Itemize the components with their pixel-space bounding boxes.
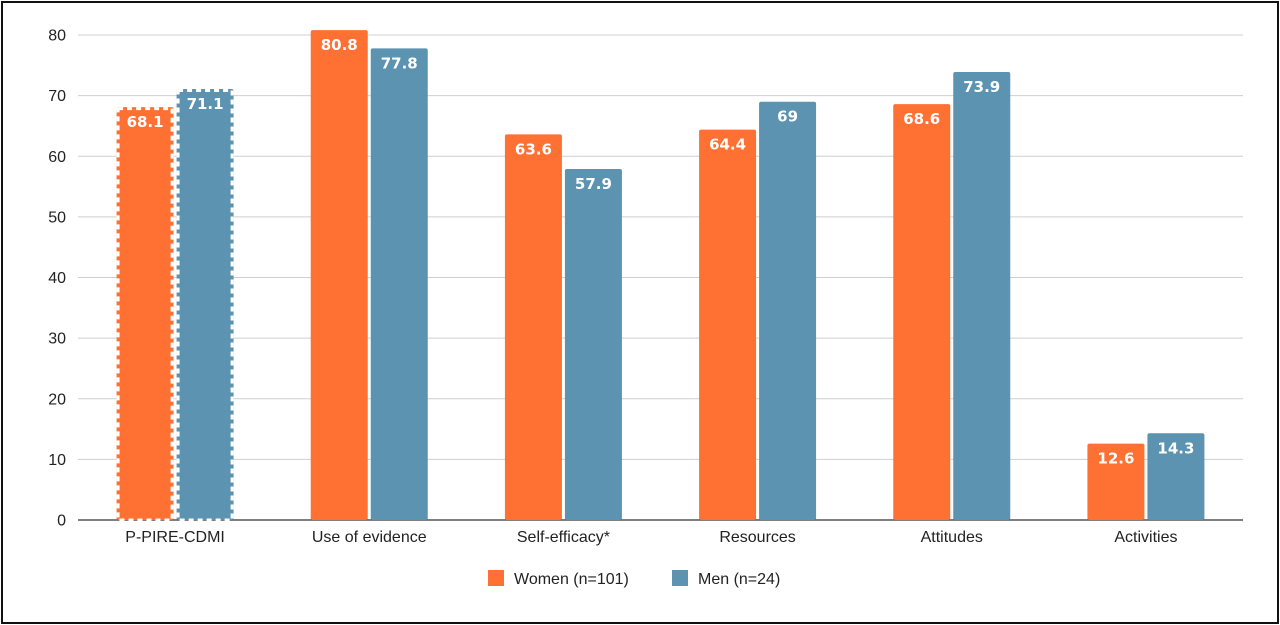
bar — [176, 88, 234, 521]
y-tick-label: 80 — [48, 28, 66, 45]
y-tick-label: 70 — [48, 88, 66, 105]
bar — [1087, 443, 1145, 520]
x-category-label: Activities — [1114, 529, 1177, 546]
data-label: 14.3 — [1157, 439, 1194, 457]
y-axis-ticks: 0 10 20 30 40 50 60 70 80 — [48, 28, 66, 530]
data-label: 73.9 — [963, 78, 1000, 96]
legend-item-men-n-24: Men (n=24) — [672, 570, 780, 588]
y-tick-label: 40 — [48, 270, 66, 287]
bar-activities-men-n-24 — [1147, 433, 1205, 520]
bar — [504, 134, 562, 521]
bar-self-efficacy-men-n-24 — [564, 168, 622, 520]
data-label: 57.9 — [575, 175, 612, 193]
bar — [953, 71, 1011, 520]
x-axis-categories: P-PIRE-CDMI Use of evidence Self-efficacy*… — [125, 529, 1177, 546]
legend-label: Women (n=101) — [514, 571, 629, 588]
y-tick-label: 50 — [48, 209, 66, 226]
data-label: 12.6 — [1097, 450, 1134, 468]
data-label: 68.6 — [903, 110, 940, 128]
x-category-label: P-PIRE-CDMI — [125, 529, 225, 546]
bar-resources-women-n-101 — [699, 129, 757, 520]
y-tick-label: 0 — [57, 513, 66, 530]
x-category-label: Attitudes — [921, 529, 983, 546]
y-tick-label: 10 — [48, 452, 66, 469]
data-labels: 68.1 71.1 80.8 77.8 63.6 57.9 64.4 69 68.6 73.9 12… — [127, 36, 1195, 467]
data-label: 80.8 — [321, 36, 358, 54]
legend-item-women-n-101: Women (n=101) — [488, 570, 629, 588]
bar-attitudes-women-n-101 — [893, 104, 951, 521]
data-label: 64.4 — [709, 136, 746, 154]
bar-resources-men-n-24 — [759, 101, 817, 520]
bar — [699, 129, 757, 520]
bar — [310, 30, 368, 521]
y-tick-label: 20 — [48, 391, 66, 408]
y-tick-label: 30 — [48, 331, 66, 348]
bar — [759, 101, 817, 520]
bar — [564, 168, 622, 520]
y-tick-label: 60 — [48, 149, 66, 166]
x-category-label: Resources — [719, 529, 795, 546]
bar-activities-women-n-101 — [1087, 443, 1145, 520]
bar — [370, 48, 428, 521]
legend-swatch — [488, 570, 504, 586]
bars — [116, 30, 1205, 522]
bar — [893, 104, 951, 521]
gridlines — [78, 34, 1243, 521]
data-label: 68.1 — [127, 113, 164, 131]
bar-attitudes-men-n-24 — [953, 71, 1011, 520]
bar-self-efficacy-women-n-101 — [504, 134, 562, 521]
bar-use-of-evidence-men-n-24 — [370, 48, 428, 521]
x-category-label: Use of evidence — [312, 529, 427, 546]
bar — [116, 107, 174, 521]
data-label: 63.6 — [515, 140, 552, 158]
data-label: 77.8 — [381, 54, 418, 72]
bar-use-of-evidence-women-n-101 — [310, 30, 368, 521]
bar — [1147, 433, 1205, 520]
bar-dashed-overlay — [116, 107, 174, 522]
legend-label: Men (n=24) — [698, 571, 780, 588]
bar-dashed-overlay — [176, 88, 234, 522]
legend: Women (n=101) Men (n=24) — [488, 570, 780, 588]
bar-p-pire-cdmi-women-n-101 — [116, 107, 174, 522]
data-label: 69 — [777, 108, 798, 126]
bar-p-pire-cdmi-men-n-24 — [176, 88, 234, 522]
data-label: 71.1 — [187, 95, 224, 113]
legend-swatch — [672, 570, 688, 586]
x-category-label: Self-efficacy* — [517, 529, 610, 546]
